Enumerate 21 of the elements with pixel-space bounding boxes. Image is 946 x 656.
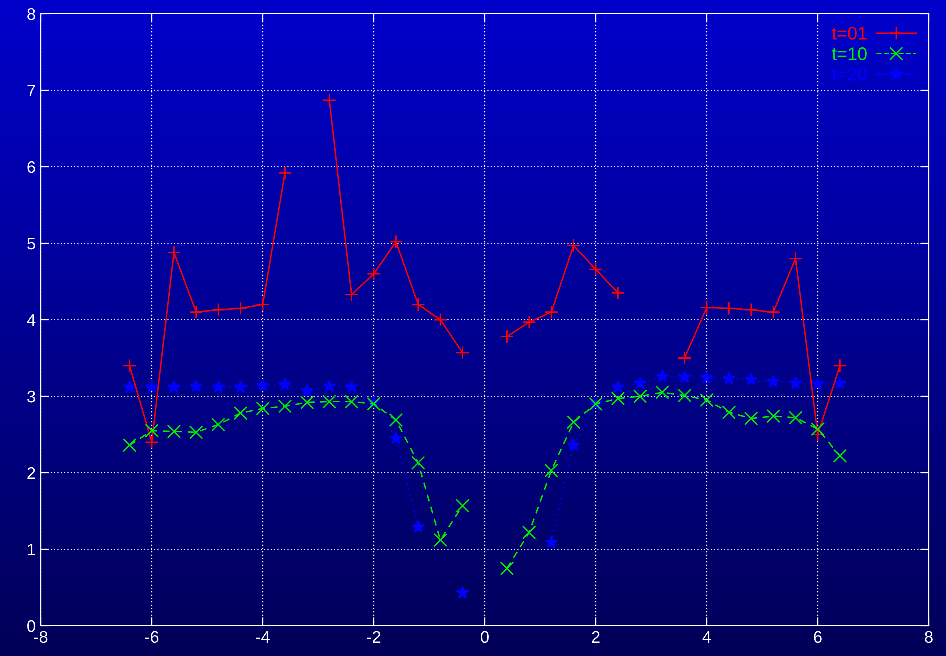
x-tick-label: 6 [814,631,822,644]
y-tick-label: 1 [28,544,36,556]
y-tick-label: 7 [28,85,36,97]
legend-label: t=01 [832,27,867,40]
y-tick-label: 6 [28,161,36,174]
x-tick-label: 0 [481,631,489,644]
y-tick-label: 0 [28,620,36,632]
y-tick-label: 5 [28,238,36,250]
x-tick-label: -4 [256,631,270,643]
y-tick-label: 8 [28,8,36,20]
x-tick-label: 4 [702,631,712,643]
x-tick-label: -8 [34,631,48,644]
x-tick-label: -6 [145,631,159,644]
y-tick-label: 2 [28,467,36,480]
y-tick-label: 3 [28,390,36,403]
legend-label: t=10 [832,48,867,60]
y-tick-label: 4 [27,314,36,326]
x-tick-label: 2 [592,631,600,643]
x-tick-label: -2 [367,631,381,643]
x-tick-label: 8 [925,631,933,644]
legend-label: t=20 [832,68,867,81]
